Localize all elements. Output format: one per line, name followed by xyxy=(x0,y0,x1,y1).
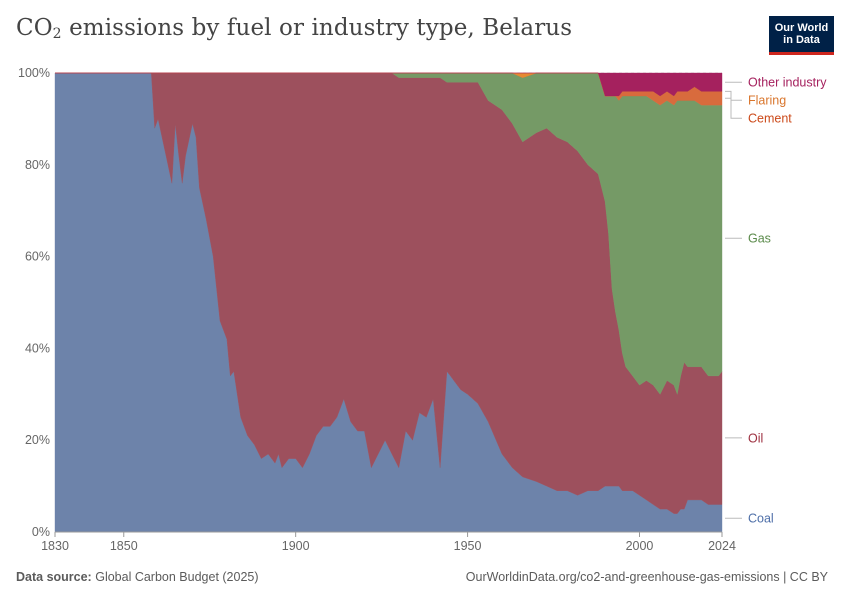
x-tick-label: 1850 xyxy=(110,539,138,553)
legend-label-coal[interactable]: Coal xyxy=(748,512,774,526)
area-series xyxy=(54,72,723,533)
y-tick-label: 0% xyxy=(32,525,50,539)
owid-logo[interactable]: Our World in Data xyxy=(769,16,834,55)
logo-line-2: in Data xyxy=(783,34,820,46)
x-tick-label: 1830 xyxy=(41,539,69,553)
x-tick-label: 2000 xyxy=(626,539,654,553)
area-other-industry[interactable] xyxy=(55,72,723,97)
y-tick-label: 80% xyxy=(25,158,50,172)
legend-label-flaring[interactable]: Flaring xyxy=(748,94,786,108)
y-axis: 0% 20% 40% 60% 80% 100% xyxy=(18,66,50,539)
legend-connector xyxy=(725,90,742,101)
data-source: Data source: Global Carbon Budget (2025) xyxy=(16,570,259,584)
y-tick-label: 20% xyxy=(25,433,50,447)
x-axis: 1830 1850 1900 1950 2000 2024 xyxy=(41,531,736,553)
x-tick-label: 1900 xyxy=(282,539,310,553)
y-tick-label: 100% xyxy=(18,66,50,80)
legend-label-gas[interactable]: Gas xyxy=(748,232,771,246)
y-tick-label: 40% xyxy=(25,341,50,355)
legend-label-other-industry[interactable]: Other industry xyxy=(748,76,827,90)
legend-label-cement[interactable]: Cement xyxy=(748,112,792,126)
x-tick-label: 1950 xyxy=(454,539,482,553)
logo-line-1: Our World xyxy=(774,22,829,34)
legend: Other industry Flaring Cement Gas Oil Coal xyxy=(725,76,827,526)
legend-label-oil[interactable]: Oil xyxy=(748,431,763,445)
source-url[interactable]: OurWorldinData.org/co2-and-greenhouse-ga… xyxy=(465,570,828,584)
chart-title: CO2 emissions by fuel or industry type, … xyxy=(16,15,573,42)
y-tick-label: 60% xyxy=(25,250,50,264)
x-tick-label: 2024 xyxy=(708,539,736,553)
legend-connector xyxy=(725,97,742,119)
